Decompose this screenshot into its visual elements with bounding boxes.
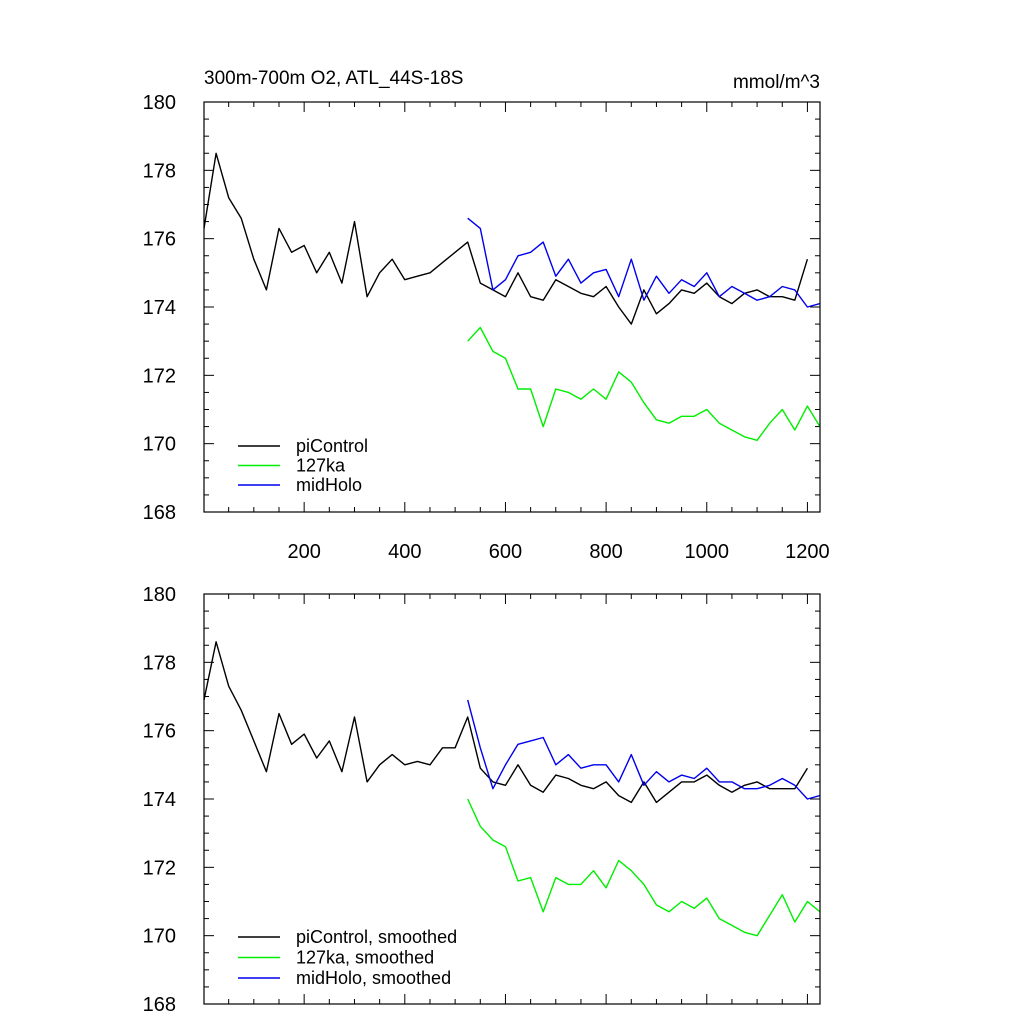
x-tick-label: 200	[287, 541, 320, 563]
y-tick-label: 180	[143, 92, 176, 114]
legend-label: 127ka, smoothed	[296, 948, 434, 968]
y-tick-label: 174	[143, 789, 176, 811]
legend-label: piControl	[296, 436, 368, 456]
series-line-midholo-smoothed	[467, 699, 821, 800]
series-layer	[203, 152, 821, 441]
top-panel: 300m-700m O2, ATL_44S-18S mmol/m^3 168 17…	[143, 68, 830, 563]
units-label: mmol/m^3	[733, 72, 820, 93]
legend-label: 127ka	[296, 456, 346, 476]
y-tick-label: 178	[143, 652, 176, 674]
y-tick-label: 170	[143, 926, 176, 948]
y-tick-label: 172	[143, 857, 176, 879]
y-tick-label: 174	[143, 297, 176, 319]
y-tick-label: 180	[143, 584, 176, 606]
x-tick-label: 1000	[685, 541, 730, 563]
x-tick-label: 400	[388, 541, 421, 563]
tick-layer: 168 170 172 174 176 178 180	[143, 584, 820, 1016]
tick-layer: 168 170 172 174 176 178 180 200 400 600 800 1000 120…	[143, 92, 830, 563]
x-tick-label: 1200	[785, 541, 830, 563]
y-tick-label: 172	[143, 365, 176, 387]
bottom-panel: 168 170 172 174 176 178 180 piControl, smoothe…	[143, 584, 821, 1016]
legend-label: midHolo	[296, 475, 362, 495]
x-tick-label: 800	[589, 541, 622, 563]
y-tick-label: 168	[143, 502, 176, 524]
series-line-127ka	[467, 326, 821, 441]
plot-frame	[203, 593, 821, 1005]
chart-title: 300m-700m O2, ATL_44S-18S	[204, 68, 463, 89]
series-layer	[203, 641, 821, 937]
y-tick-label: 168	[143, 994, 176, 1016]
y-tick-label: 176	[143, 721, 176, 743]
plot-frame	[203, 101, 821, 513]
series-line-127ka-smoothed	[467, 798, 821, 937]
legend-label: midHolo, smoothed	[296, 968, 451, 988]
x-tick-label: 600	[489, 541, 522, 563]
y-tick-label: 170	[143, 434, 176, 456]
series-line-picontrol-smoothed	[203, 641, 808, 804]
y-tick-label: 176	[143, 229, 176, 251]
series-line-midholo	[467, 217, 821, 308]
y-tick-label: 178	[143, 160, 176, 182]
legend-label: piControl, smoothed	[296, 927, 457, 947]
series-line-picontrol	[203, 152, 809, 325]
